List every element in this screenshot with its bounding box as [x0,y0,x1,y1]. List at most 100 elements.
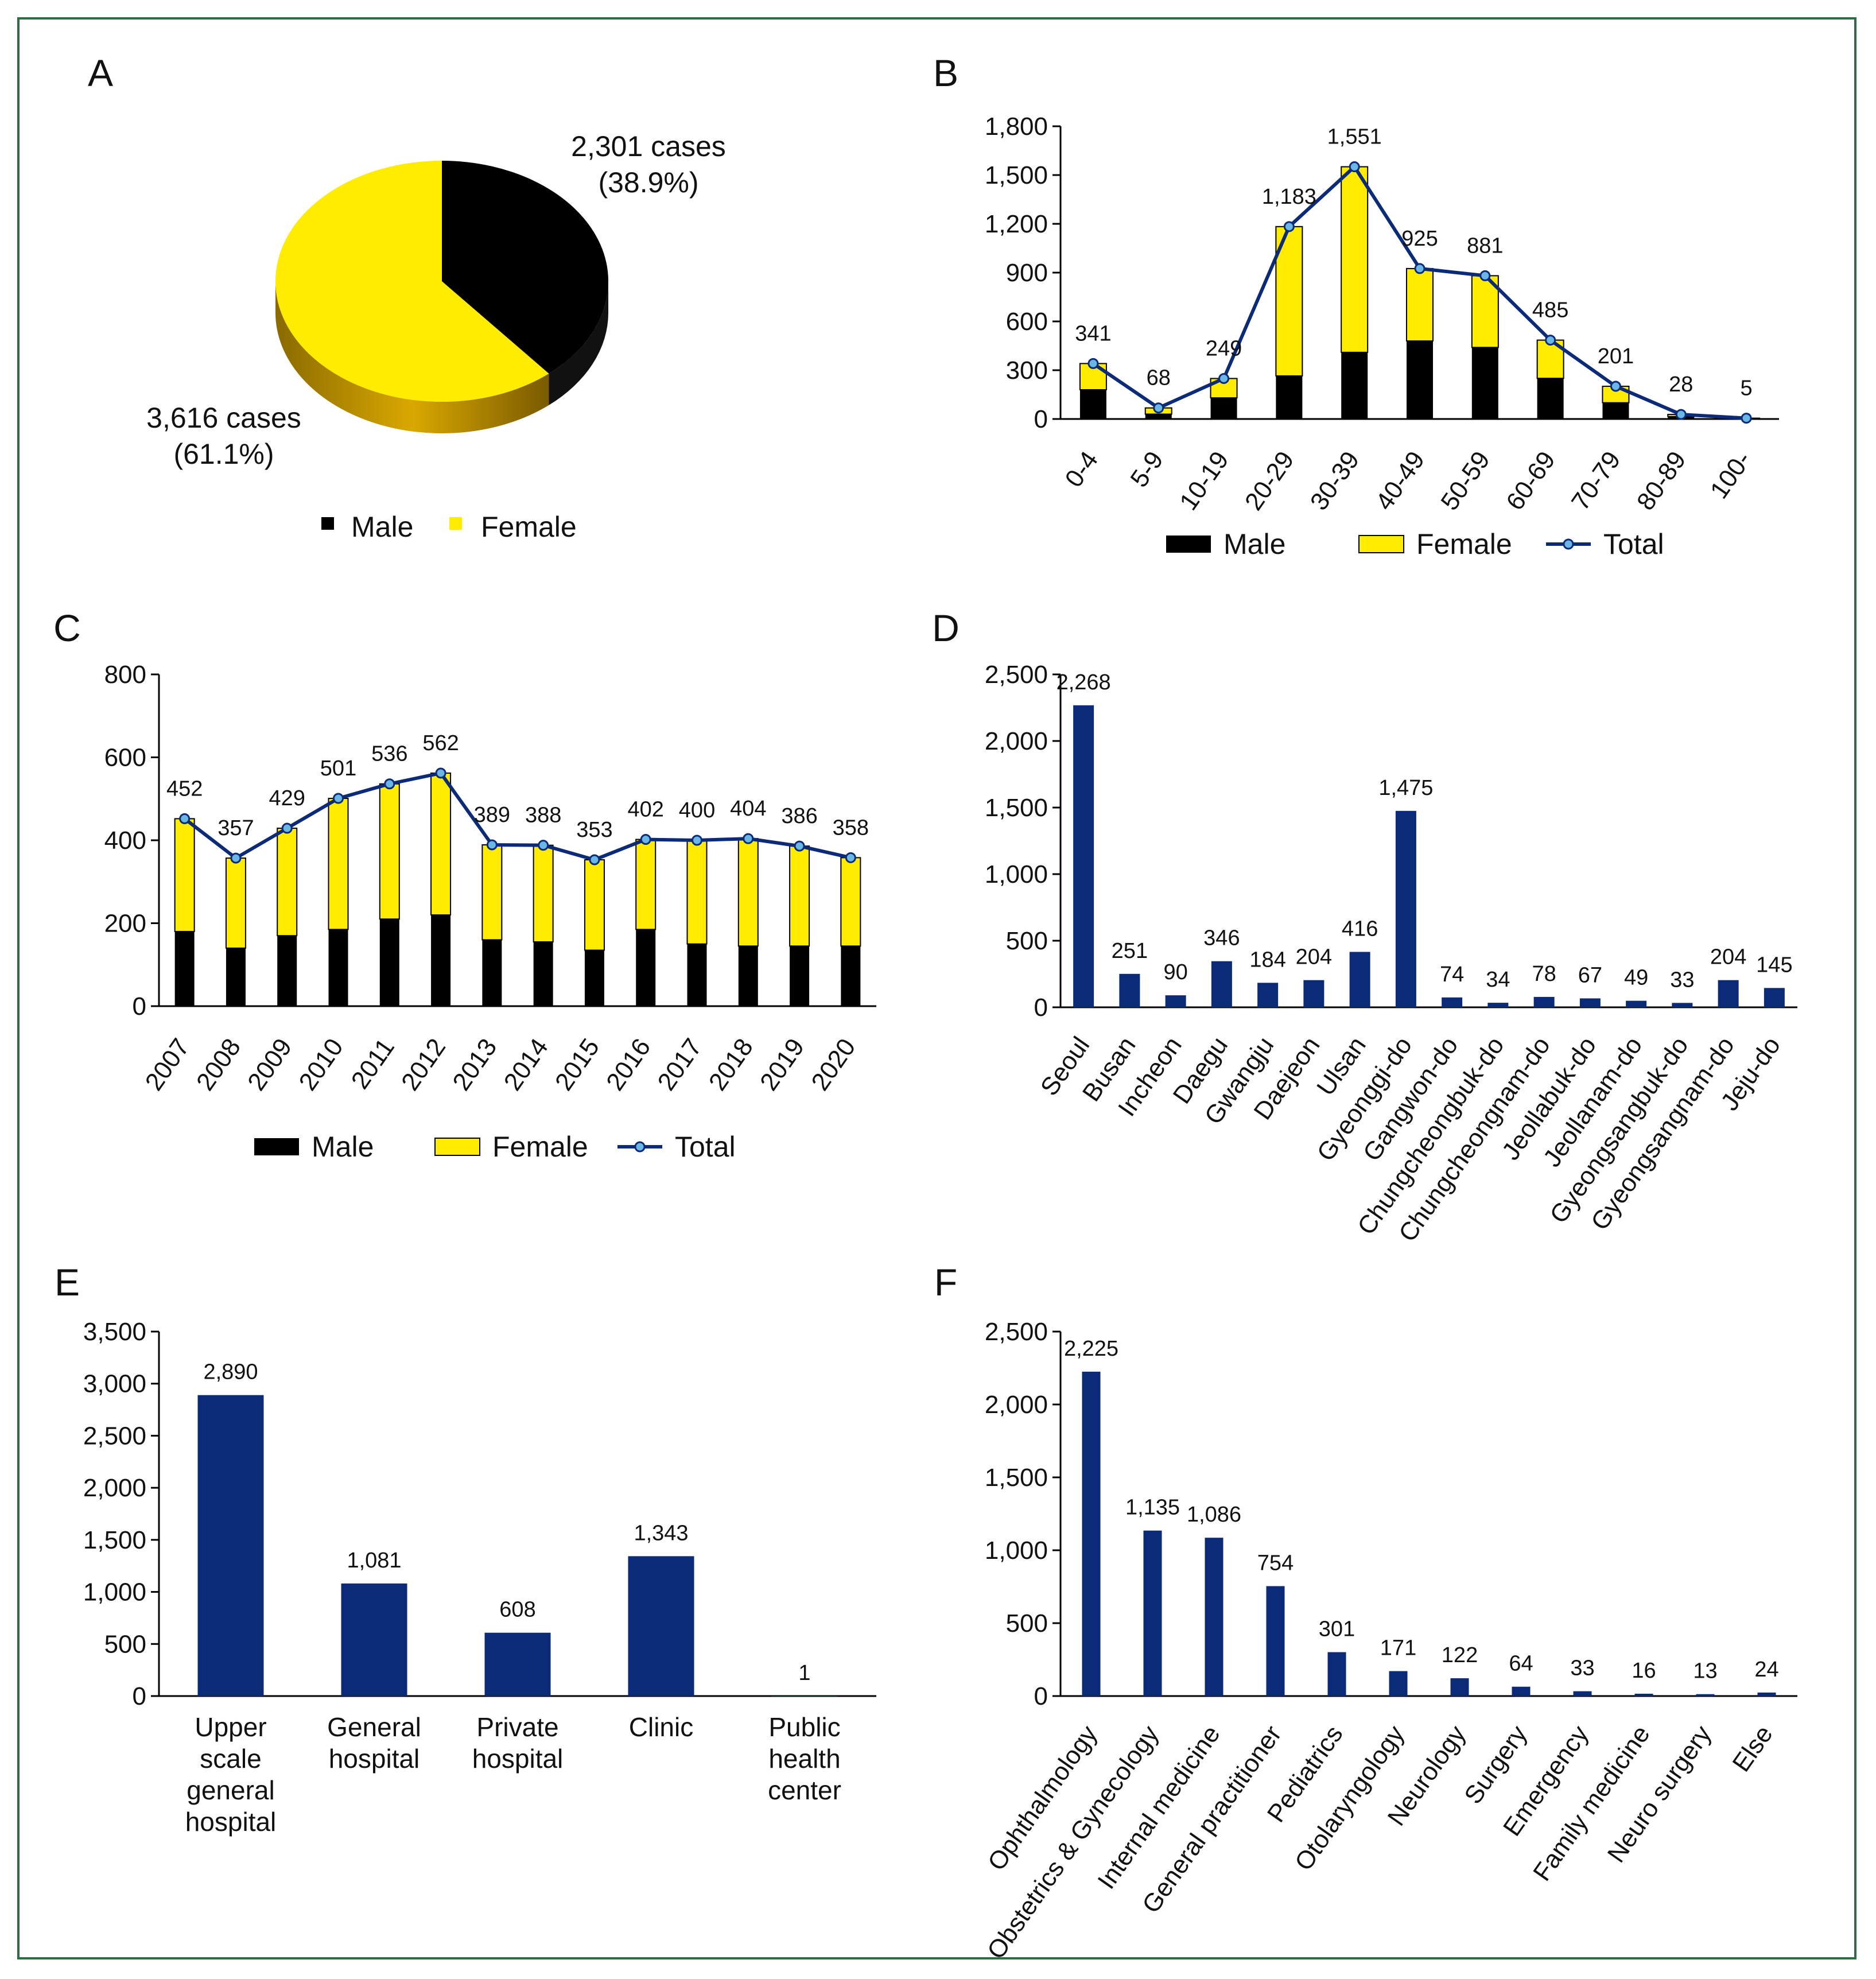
panel-e-ytick-label: 1,000 [83,1578,146,1607]
panel-f-data-label: 33 [1570,1656,1594,1681]
panel-f-bar [1573,1691,1592,1696]
legend-male-swatch [321,517,334,530]
panel-b-total-point [1545,335,1556,346]
panel-f-data-label: 64 [1509,1652,1533,1676]
panel-c-bar-female [277,828,298,937]
panel-c-total-point [333,793,344,804]
panel-c-ytick-label: 800 [104,661,146,689]
panel-d-data-label: 184 [1249,948,1285,972]
pie-label-male-cases: 2,301 cases [571,130,726,162]
panel-f-ytick-label: 2,500 [985,1318,1048,1346]
pie-label-female-cases: 3,616 cases [146,402,301,434]
panel-e-ytick-label: 2,500 [83,1422,146,1450]
panel-d-bar [1073,705,1094,1007]
panel-b-xtick-label: 10-19 [1174,447,1234,515]
panel-d-data-label: 78 [1532,962,1556,986]
panel-c-xtick-label: 2013 [447,1034,502,1096]
panel-f-data-label: 16 [1632,1659,1656,1683]
pie-slice-male-side [549,281,608,405]
panel-f-data-label: 13 [1693,1659,1717,1683]
panel-c-bar-female [481,844,503,941]
panel-d-bar [1764,988,1785,1007]
panel-b-data-label: 485 [1532,298,1568,323]
panel-c-total-point [589,854,600,866]
panel-b-bar-male [1602,402,1629,419]
panel-b-xtick-label: 30-39 [1305,447,1365,515]
panel-b-total-point [1479,270,1491,281]
panel-c-data-label: 353 [576,818,612,842]
panel-c-data-label: 386 [781,804,817,828]
panel-f-bar [1634,1693,1653,1696]
panel-e-data-label: 608 [499,1598,535,1622]
panel-e-xtick-label: health [768,1744,840,1774]
panel-b-ytick-label: 1,500 [985,161,1048,189]
panel-c-ytick-label: 600 [104,744,146,772]
panel-f-xtick-label: Ophthalmology [982,1721,1103,1876]
panel-c-bar-male [584,950,604,1006]
panel-d-bar [1303,980,1325,1007]
panel-c-bar-male [328,929,348,1006]
panel-c-xtick-label: 2016 [601,1034,656,1096]
panel-f-data-label: 1,086 [1187,1503,1241,1527]
panel-f-ytick-label: 1,500 [985,1464,1048,1492]
panel-c-legend-male-label: Male [312,1131,374,1163]
panel-d-bar [1395,810,1416,1007]
panel-c-legend-female-swatch [434,1138,480,1156]
panel-c-xtick-label: 2018 [704,1034,759,1096]
panel-f-xtick-label: Else [1727,1721,1778,1777]
panel-c-bar-male [738,946,758,1006]
panel-e-xtick-label: general [187,1775,274,1805]
panel-c-bar-female [225,857,246,949]
pie-slice-female-side [275,281,549,433]
panel-b-data-label: 341 [1075,321,1111,346]
panel-b-bar-female [1341,166,1369,353]
panel-c-bar-female [430,772,452,916]
panel-b-total-point [1087,358,1099,369]
panel-c-xtick-label: 2008 [191,1034,246,1096]
panel-e-xtick-label: Clinic [629,1712,693,1742]
panel-d-bar [1533,996,1555,1007]
panel-b-xtick-label: 100- [1705,447,1757,504]
panel-c-total-point [435,767,446,779]
panel-b-data-label: 201 [1598,344,1634,368]
panel-e-ytick-label: 3,000 [83,1370,146,1398]
panel-e-data-label: 1,081 [347,1549,401,1573]
panel-b-total-point [1153,402,1164,414]
panel-d-data-label: 74 [1440,963,1464,987]
legend-female-label: Female [481,511,577,543]
panel-c-total-line [183,771,852,862]
panel-b-ytick-label: 0 [1034,405,1048,433]
panel-c-data-label: 357 [217,816,254,840]
panel-b-ytick-label: 1,800 [985,112,1048,141]
panel-f-bar [1450,1678,1469,1696]
panel-d-data-label: 33 [1670,968,1694,992]
panel-c-bar-male [533,942,553,1006]
panel-e-xtick-label: hospital [472,1744,564,1774]
panel-c-bar-female [328,798,349,930]
panel-c-xtick-label: 2007 [140,1034,195,1096]
panel-e-bar [628,1556,694,1696]
panel-f-bar [1512,1686,1531,1696]
panel-b-bar-male [1210,398,1237,419]
panel-b-total-point [1283,221,1295,232]
panel-e-bar [484,1632,551,1696]
panel-f-bar [1389,1671,1408,1696]
panel-b-letter: B [933,52,958,94]
panel-f-bar [1266,1586,1285,1696]
panel-e-ytick-label: 500 [104,1630,146,1658]
panel-b-bar-male [1471,347,1498,419]
panel-b-ytick-label: 600 [1006,308,1048,336]
panel-c-ytick-label: 200 [104,910,146,938]
panel-d-data-label: 416 [1342,917,1378,941]
panel-c-data-label: 404 [730,797,766,821]
panel-a-letter: A [88,52,113,94]
panel-c-bar-female [174,818,195,932]
panel-c-legend-total-label: Total [675,1131,736,1163]
panel-b-legend-female-swatch [1358,535,1404,553]
panel-b-bar-female [1471,275,1499,348]
panel-c-total-point [794,840,805,852]
panel-f-data-label: 301 [1319,1617,1355,1642]
panel-b-total-point [1414,263,1426,274]
panel-c-data-label: 501 [320,756,356,781]
panel-c-data-label: 536 [371,742,407,766]
